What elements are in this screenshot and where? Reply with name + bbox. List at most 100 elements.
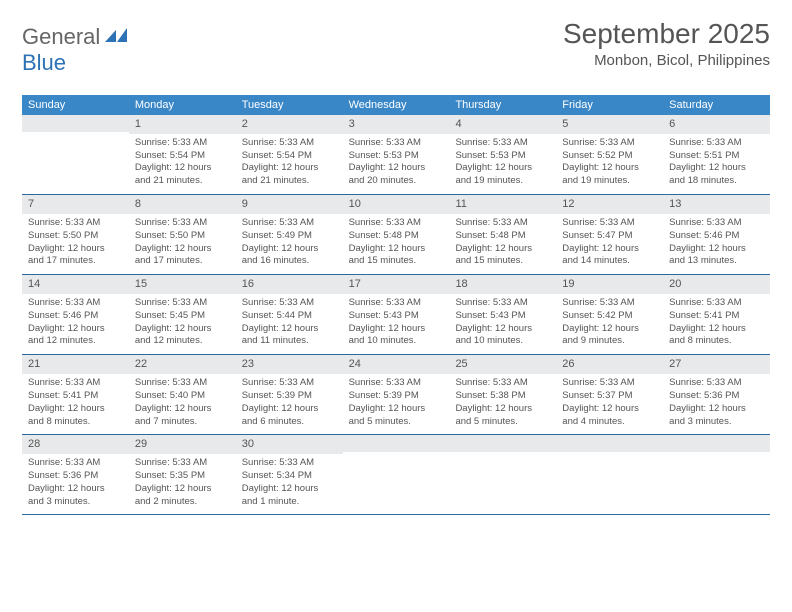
day-number: 22 <box>129 355 236 374</box>
daylight-text-2: and 13 minutes. <box>669 255 764 268</box>
sunset-text: Sunset: 5:36 PM <box>669 390 764 403</box>
day-cell: 17 Sunrise: 5:33 AMSunset: 5:43 PMDayligh… <box>343 275 450 354</box>
sunset-text: Sunset: 5:44 PM <box>242 310 337 323</box>
daylight-text-2: and 16 minutes. <box>242 255 337 268</box>
day-body: Sunrise: 5:33 AMSunset: 5:45 PMDaylight:… <box>129 297 236 348</box>
day-body: Sunrise: 5:33 AMSunset: 5:39 PMDaylight:… <box>236 377 343 428</box>
daylight-text-1: Daylight: 12 hours <box>669 403 764 416</box>
sunset-text: Sunset: 5:39 PM <box>349 390 444 403</box>
daylight-text-1: Daylight: 12 hours <box>669 162 764 175</box>
sunset-text: Sunset: 5:46 PM <box>28 310 123 323</box>
daylight-text-1: Daylight: 12 hours <box>135 403 230 416</box>
week-row: 7Sunrise: 5:33 AMSunset: 5:50 PMDaylight… <box>22 195 770 275</box>
day-number: 14 <box>22 275 129 294</box>
day-body: Sunrise: 5:33 AMSunset: 5:43 PMDaylight:… <box>343 297 450 348</box>
day-cell-empty <box>22 115 129 194</box>
day-cell-empty <box>556 435 663 514</box>
weekday-header: Sunday <box>22 95 129 115</box>
daylight-text-1: Daylight: 12 hours <box>28 483 123 496</box>
weekday-header: Friday <box>556 95 663 115</box>
sunrise-text: Sunrise: 5:33 AM <box>349 217 444 230</box>
daylight-text-1: Daylight: 12 hours <box>455 403 550 416</box>
day-cell: 16Sunrise: 5:33 AMSunset: 5:44 PMDayligh… <box>236 275 343 354</box>
day-cell: 12Sunrise: 5:33 AMSunset: 5:47 PMDayligh… <box>556 195 663 274</box>
sunrise-text: Sunrise: 5:33 AM <box>242 457 337 470</box>
day-body: Sunrise: 5:33 AMSunset: 5:50 PMDaylight:… <box>129 217 236 268</box>
daylight-text-1: Daylight: 12 hours <box>135 483 230 496</box>
daylight-text-1: Daylight: 12 hours <box>28 403 123 416</box>
day-number: 3 <box>343 115 450 134</box>
day-number: 30 <box>236 435 343 454</box>
daylight-text-2: and 4 minutes. <box>562 416 657 429</box>
daylight-text-1: Daylight: 12 hours <box>242 243 337 256</box>
daylight-text-1: Daylight: 12 hours <box>242 483 337 496</box>
day-number: 9 <box>236 195 343 214</box>
day-body: Sunrise: 5:33 AMSunset: 5:37 PMDaylight:… <box>556 377 663 428</box>
sunset-text: Sunset: 5:47 PM <box>562 230 657 243</box>
daylight-text-2: and 18 minutes. <box>669 175 764 188</box>
day-number: 1 <box>129 115 236 134</box>
daylight-text-2: and 15 minutes. <box>455 255 550 268</box>
day-number: 17 <box>343 275 450 294</box>
sunrise-text: Sunrise: 5:33 AM <box>562 137 657 150</box>
day-number: 4 <box>449 115 556 134</box>
day-number: 28 <box>22 435 129 454</box>
sunset-text: Sunset: 5:34 PM <box>242 470 337 483</box>
sunrise-text: Sunrise: 5:33 AM <box>669 137 764 150</box>
sunset-text: Sunset: 5:39 PM <box>242 390 337 403</box>
day-cell: 24Sunrise: 5:33 AMSunset: 5:39 PMDayligh… <box>343 355 450 434</box>
day-body: Sunrise: 5:33 AMSunset: 5:35 PMDaylight:… <box>129 457 236 508</box>
day-body: Sunrise: 5:33 AMSunset: 5:41 PMDaylight:… <box>22 377 129 428</box>
day-number: 8 <box>129 195 236 214</box>
weekday-header-row: SundayMondayTuesdayWednesdayThursdayFrid… <box>22 95 770 115</box>
sunset-text: Sunset: 5:45 PM <box>135 310 230 323</box>
sunset-text: Sunset: 5:51 PM <box>669 150 764 163</box>
daylight-text-1: Daylight: 12 hours <box>669 243 764 256</box>
daylight-text-2: and 15 minutes. <box>349 255 444 268</box>
calendar-grid: SundayMondayTuesdayWednesdayThursdayFrid… <box>22 95 770 515</box>
day-body: Sunrise: 5:33 AMSunset: 5:52 PMDaylight:… <box>556 137 663 188</box>
week-row: 28 Sunrise: 5:33 AMSunset: 5:36 PMDayligh… <box>22 435 770 515</box>
day-cell-empty <box>343 435 450 514</box>
day-cell: 26Sunrise: 5:33 AMSunset: 5:37 PMDayligh… <box>556 355 663 434</box>
day-body: Sunrise: 5:33 AMSunset: 5:54 PMDaylight:… <box>129 137 236 188</box>
day-cell: 8 Sunrise: 5:33 AMSunset: 5:50 PMDaylight… <box>129 195 236 274</box>
day-number <box>22 115 129 132</box>
sunset-text: Sunset: 5:52 PM <box>562 150 657 163</box>
day-number: 5 <box>556 115 663 134</box>
day-body: Sunrise: 5:33 AMSunset: 5:46 PMDaylight:… <box>22 297 129 348</box>
daylight-text-1: Daylight: 12 hours <box>455 162 550 175</box>
day-body: Sunrise: 5:33 AMSunset: 5:53 PMDaylight:… <box>343 137 450 188</box>
sunrise-text: Sunrise: 5:33 AM <box>28 377 123 390</box>
sunset-text: Sunset: 5:38 PM <box>455 390 550 403</box>
sunrise-text: Sunrise: 5:33 AM <box>562 377 657 390</box>
day-body: Sunrise: 5:33 AMSunset: 5:48 PMDaylight:… <box>449 217 556 268</box>
day-cell: 21Sunrise: 5:33 AMSunset: 5:41 PMDayligh… <box>22 355 129 434</box>
day-number: 20 <box>663 275 770 294</box>
day-cell: 2Sunrise: 5:33 AMSunset: 5:54 PMDaylight… <box>236 115 343 194</box>
sunrise-text: Sunrise: 5:33 AM <box>455 217 550 230</box>
day-number: 13 <box>663 195 770 214</box>
daylight-text-2: and 9 minutes. <box>562 335 657 348</box>
sunrise-text: Sunrise: 5:33 AM <box>562 217 657 230</box>
daylight-text-2: and 10 minutes. <box>349 335 444 348</box>
sunrise-text: Sunrise: 5:33 AM <box>135 217 230 230</box>
daylight-text-2: and 12 minutes. <box>135 335 230 348</box>
day-body: Sunrise: 5:33 AMSunset: 5:46 PMDaylight:… <box>663 217 770 268</box>
day-cell-empty <box>449 435 556 514</box>
daylight-text-1: Daylight: 12 hours <box>455 243 550 256</box>
sunset-text: Sunset: 5:42 PM <box>562 310 657 323</box>
daylight-text-2: and 12 minutes. <box>28 335 123 348</box>
daylight-text-1: Daylight: 12 hours <box>242 323 337 336</box>
daylight-text-2: and 17 minutes. <box>135 255 230 268</box>
day-number: 11 <box>449 195 556 214</box>
sunset-text: Sunset: 5:43 PM <box>349 310 444 323</box>
daylight-text-2: and 8 minutes. <box>669 335 764 348</box>
month-title: September 2025 <box>563 18 770 50</box>
sunset-text: Sunset: 5:41 PM <box>28 390 123 403</box>
daylight-text-2: and 7 minutes. <box>135 416 230 429</box>
daylight-text-1: Daylight: 12 hours <box>562 323 657 336</box>
day-cell: 3 Sunrise: 5:33 AMSunset: 5:53 PMDaylight… <box>343 115 450 194</box>
sunrise-text: Sunrise: 5:33 AM <box>28 217 123 230</box>
day-body: Sunrise: 5:33 AMSunset: 5:36 PMDaylight:… <box>22 457 129 508</box>
